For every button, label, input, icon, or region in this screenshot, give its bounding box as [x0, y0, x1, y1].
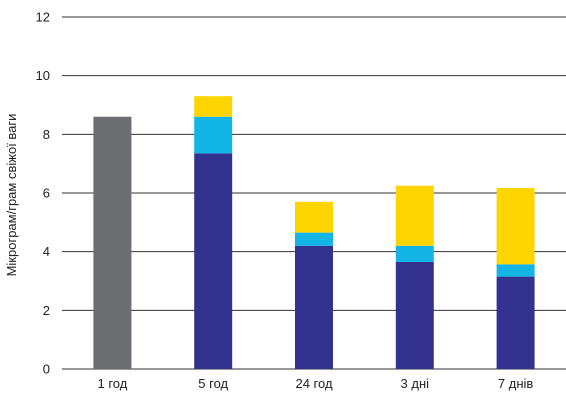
x-tick-labels: 1 год 5 год 24 год 3 дні 7 днів	[97, 376, 533, 391]
y-tick-label: 12	[36, 10, 50, 25]
x-tick-label: 5 год	[198, 376, 228, 391]
y-tick-label: 4	[43, 244, 50, 259]
bar-segment	[395, 245, 434, 262]
y-tick-label: 6	[43, 186, 50, 201]
y-tick-label: 2	[43, 303, 50, 318]
bar-segment	[496, 264, 535, 277]
bar-segment	[496, 188, 535, 265]
bar-segment	[194, 153, 233, 369]
y-tick-labels: 0 2 4 6 8 10 12	[36, 10, 50, 377]
y-tick-label: 10	[36, 68, 50, 83]
bar-segment	[93, 116, 132, 369]
x-tick-label: 7 днів	[498, 376, 533, 391]
bar-segment	[496, 276, 535, 369]
bars	[93, 96, 535, 369]
y-axis-label: Мікрограм/грам свіжої ваги	[4, 114, 19, 277]
bar-segment	[194, 96, 233, 117]
x-tick-label: 1 год	[97, 376, 127, 391]
bar-segment	[295, 232, 333, 246]
x-tick-label: 24 год	[295, 376, 332, 391]
bar-segment	[395, 185, 434, 246]
y-tick-label: 0	[43, 362, 50, 377]
bar-segment	[295, 245, 333, 369]
bar-segment	[194, 116, 233, 154]
bar-segment	[295, 201, 333, 233]
y-tick-label: 8	[43, 127, 50, 142]
bar-segment	[395, 261, 434, 369]
x-tick-label: 3 дні	[401, 376, 430, 391]
